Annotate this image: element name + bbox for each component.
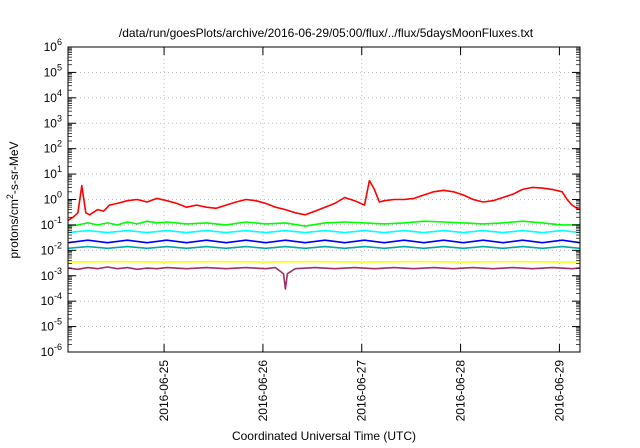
y-tick-label: 10-6 [41,342,62,359]
x-tick-label: 2016-06-25 [157,360,171,422]
series-line-2 [67,220,580,227]
x-axis: 2016-06-25 2016-06-26 2016-06-27 2016-06-28… [157,47,566,421]
y-tick-label: 102 [44,139,62,156]
y-tick-label: 106 [44,37,62,54]
x-axis-label: Coordinated Universal Time (UTC) [232,429,416,443]
grid [68,47,580,352]
y-tick-label: 103 [44,113,62,130]
y-tick-label: 104 [44,88,62,105]
series-line-5 [67,245,580,250]
y-tick-label: 10-5 [41,317,62,334]
series-group [67,179,581,290]
y-tick-label: 10-2 [41,240,62,257]
series-line-1 [67,179,581,222]
y-tick-label: 10-1 [41,215,62,232]
x-tick-label: 2016-06-28 [454,360,468,422]
y-tick-label: 101 [44,164,62,181]
y-tick-label: 105 [44,62,62,79]
y-tick-label: 10-4 [41,291,62,308]
series-line-4 [67,239,581,244]
y-axis: 10-6 10-5 10-4 10-3 10-2 10-1 100 101 102 103 104 1… [41,37,580,359]
y-tick-label: 100 [44,190,62,207]
y-axis-label: protons/cm2-s-sr-MeV [5,141,21,258]
x-tick-label: 2016-06-26 [256,360,270,422]
y-tick-label: 10-3 [41,266,62,283]
x-tick-label: 2016-06-27 [355,360,369,422]
series-line-7 [67,266,580,290]
chart-title: /data/run/goesPlots/archive/2016-06-29/0… [119,26,534,40]
x-tick-label: 2016-06-29 [552,360,566,422]
series-line-3 [67,229,580,234]
